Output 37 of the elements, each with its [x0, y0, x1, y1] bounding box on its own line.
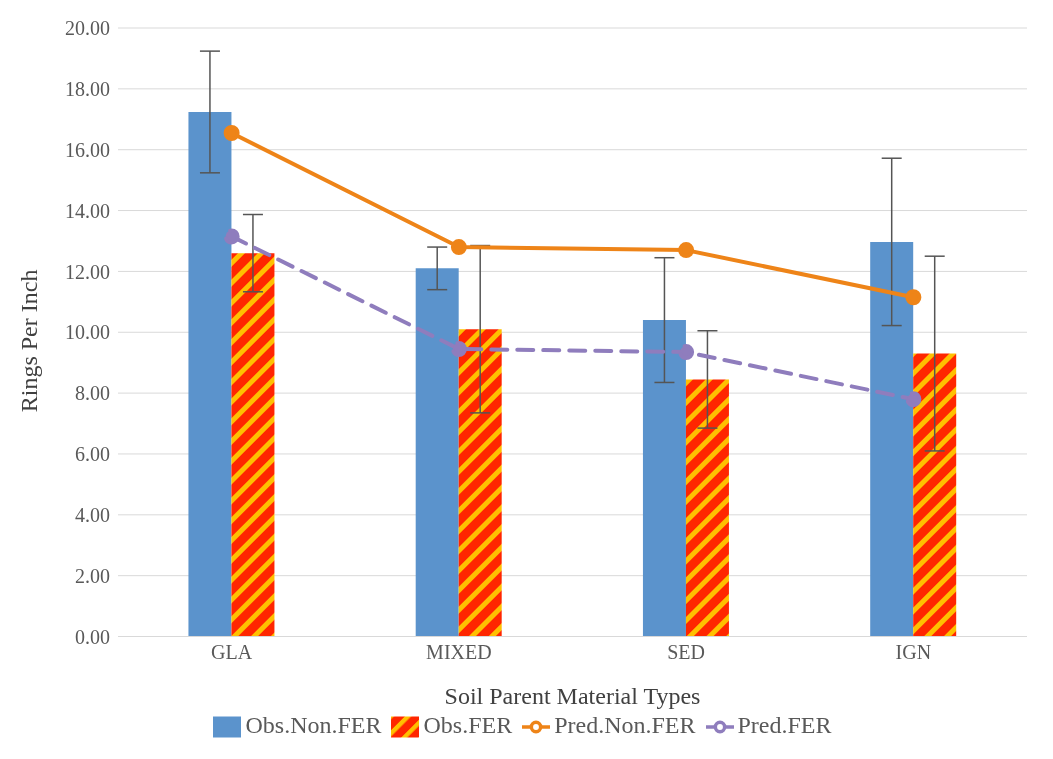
x-tick-label: GLA [211, 640, 253, 663]
point [905, 391, 922, 408]
bar [913, 353, 957, 637]
y-tick-label: 18.00 [65, 77, 110, 100]
y-tick-label: 8.00 [75, 382, 110, 405]
y-tick-label: 0.00 [75, 625, 110, 648]
y-tick-label: 6.00 [75, 443, 110, 466]
bar [415, 268, 459, 637]
y-tick-label: 10.00 [65, 321, 110, 344]
x-tick-label: IGN [895, 640, 932, 663]
x-axis-title: Soil Parent Material Types [444, 682, 701, 709]
bar [642, 320, 686, 637]
legend-label: Pred.Non.FER [554, 711, 696, 738]
point [905, 289, 922, 306]
bar [870, 241, 914, 637]
y-tick-label: 20.00 [65, 17, 110, 40]
y-tick-label: 4.00 [75, 503, 110, 526]
y-tick-label: 14.00 [65, 199, 110, 222]
bar [231, 253, 275, 637]
x-tick-label: MIXED [426, 640, 492, 663]
y-axis-title: Rings Per Inch [15, 269, 42, 413]
bar [458, 329, 502, 637]
point [678, 242, 695, 259]
y-tick-label: 12.00 [65, 260, 110, 283]
legend-label: Obs.FER [423, 711, 513, 738]
legend-label: Obs.Non.FER [245, 711, 382, 738]
point [678, 344, 695, 361]
point [223, 124, 240, 141]
point [450, 239, 467, 256]
legend-label: Pred.FER [737, 711, 832, 738]
point [450, 340, 467, 357]
bar [188, 111, 232, 637]
y-tick-label: 2.00 [75, 564, 110, 587]
point [223, 228, 240, 245]
y-tick-label: 16.00 [65, 138, 110, 161]
x-tick-label: SED [667, 640, 706, 663]
bar [685, 379, 729, 637]
